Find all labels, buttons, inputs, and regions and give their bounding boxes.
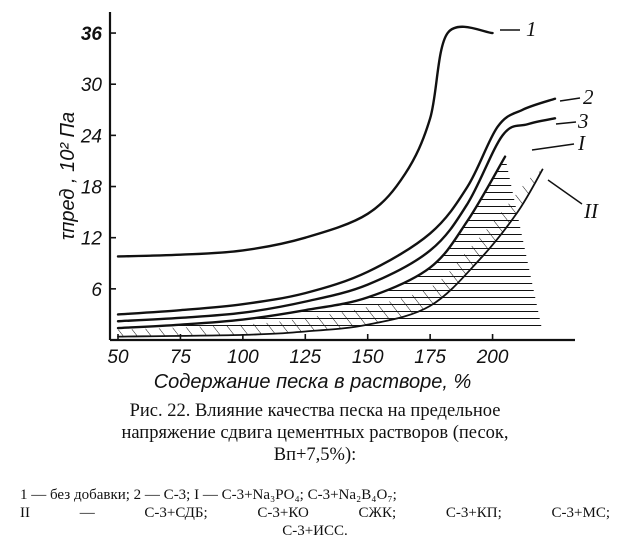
curve-label-II: II (583, 199, 599, 223)
leader-line-II (547, 179, 583, 205)
legend-line: 1 — без добавки; 2 — С-3; I — С-3+Na₃PO₄… (20, 487, 397, 503)
x-tick-label: 50 (107, 347, 129, 368)
leader-line-2 (559, 97, 581, 102)
series-line-1 (116, 25, 494, 258)
figure-caption: Рис. 22. Влияние качества песка на преде… (20, 400, 610, 466)
curve-label-2: 2 (583, 85, 594, 109)
y-tick-label: 18 (81, 178, 103, 199)
series-line-II (117, 168, 544, 338)
region-II (118, 167, 548, 337)
y-tick-label: 24 (80, 126, 102, 147)
x-tick-label: 125 (289, 347, 321, 368)
x-tick-label: 100 (227, 347, 259, 368)
curve-label-1: 1 (526, 17, 537, 41)
series-line-2 (116, 97, 557, 316)
caption-line: напряжение сдвига цементных растворов (п… (121, 423, 509, 443)
curve-label-3: 3 (577, 109, 589, 133)
y-axis-label: τпред , 10² Па (57, 112, 79, 240)
y-tick-label: 36 (81, 24, 103, 45)
y-tick-label: 6 (91, 280, 102, 301)
x-tick-label: 75 (170, 347, 192, 368)
series-line-3 (116, 117, 557, 323)
x-tick-label: 150 (352, 347, 384, 368)
curve-label-I: I (577, 131, 586, 155)
figure-legend: 1 — без добавки; 2 — С-3; I — С-3+Na₃PO₄… (20, 486, 610, 540)
series-line-I (116, 155, 507, 330)
y-tick-label: 30 (81, 75, 103, 96)
x-tick-label: 175 (414, 347, 446, 368)
y-tick-label: 12 (81, 229, 103, 250)
x-axis-label: Содержание песка в растворе, % (154, 371, 472, 393)
legend-line: С-3+ИСС. (282, 523, 348, 539)
x-tick-label: 200 (476, 347, 509, 368)
caption-line: Рис. 22. Влияние качества песка на преде… (129, 401, 501, 421)
caption-line: Bп+7,5%): (273, 445, 357, 465)
legend-line: II — С-3+СДБ; С-3+КО СЖК; С-3+КП; С-3+МС… (20, 505, 610, 521)
leader-line-3 (555, 121, 577, 125)
leader-line-I (531, 143, 575, 151)
